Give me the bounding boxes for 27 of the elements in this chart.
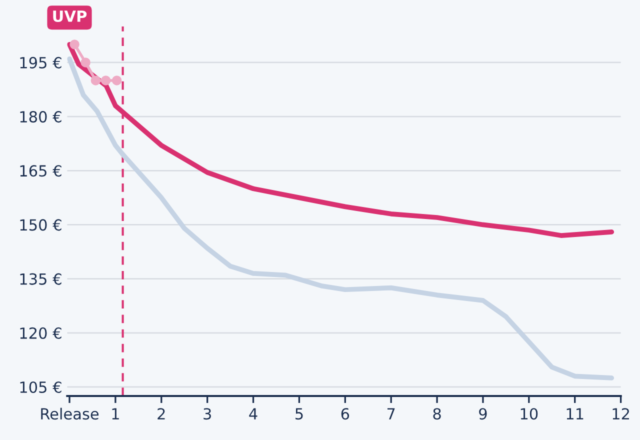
x-tick-label: 9 xyxy=(479,408,487,420)
x-tick-label: 4 xyxy=(249,408,258,420)
x-tick-label: 6 xyxy=(341,408,350,420)
x-tick-label: 8 xyxy=(433,408,441,420)
y-tick-label: 105 € xyxy=(20,381,62,394)
y-tick-label: 180 € xyxy=(20,111,62,123)
x-tick-label: 3 xyxy=(204,408,211,420)
point xyxy=(70,40,80,50)
y-tick-label: 135 € xyxy=(20,273,62,285)
line-series xyxy=(67,56,614,380)
x-tick-label: 11 xyxy=(566,408,584,420)
x-tick-label: Release xyxy=(41,408,99,420)
y-tick-label: 165 € xyxy=(20,165,62,177)
point xyxy=(80,58,90,68)
point xyxy=(100,76,111,86)
x-tick-label: 7 xyxy=(387,408,395,420)
x-tick-label: 1 xyxy=(112,408,119,420)
x-tick-label: 12 xyxy=(612,408,629,420)
y-tick-label: 120 € xyxy=(20,327,62,339)
y-tick-label: 150 € xyxy=(20,219,62,231)
point xyxy=(112,76,122,86)
x-tick-label: 10 xyxy=(520,408,538,420)
annotation: UVP xyxy=(53,10,87,22)
x-tick-label: 2 xyxy=(158,408,165,420)
y-tick-label: 195 € xyxy=(20,56,62,68)
point xyxy=(90,76,101,86)
x-tick-label: 5 xyxy=(296,408,303,420)
